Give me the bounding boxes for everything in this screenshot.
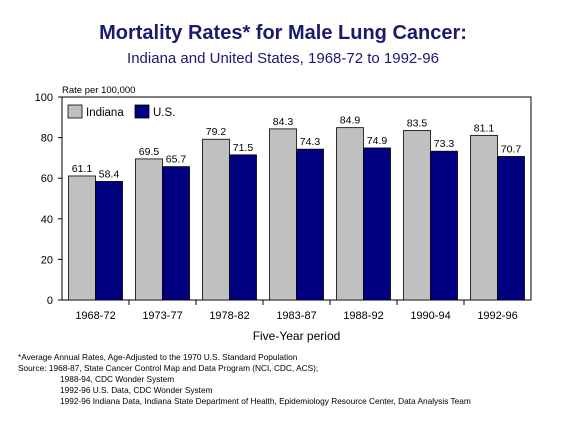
x-tick-label: 1983-87 [276, 310, 316, 322]
data-label: 74.3 [300, 136, 321, 148]
bar-us [296, 148, 324, 301]
bar-indiana [336, 127, 364, 301]
data-label: 79.2 [206, 126, 227, 138]
data-label: 69.5 [139, 146, 160, 158]
y-axis-label: Rate per 100,000 [62, 85, 135, 96]
y-tick-label: 0 [47, 295, 53, 307]
data-label: 83.5 [407, 117, 428, 129]
y-tick-label: 80 [41, 133, 53, 145]
data-label: 81.1 [474, 122, 495, 134]
footnote-source-3: 1992-96 U.S. Data, CDC Wonder System [60, 385, 213, 395]
bar-indiana [68, 175, 96, 301]
footnote-definition: *Average Annual Rates, Age-Adjusted to t… [18, 352, 298, 362]
x-tick-label: 1992-96 [477, 310, 517, 322]
bar-us [162, 166, 190, 301]
x-tick-label: 1988-92 [343, 310, 383, 322]
bar-us [430, 150, 458, 301]
y-tick-label: 20 [41, 254, 53, 266]
legend-label: Indiana [86, 107, 124, 119]
footnote-source-4: 1992-96 Indiana Data, Indiana State Depa… [60, 396, 471, 406]
data-label: 61.1 [72, 163, 93, 175]
chart-title: Mortality Rates* for Male Lung Cancer: [99, 22, 467, 44]
bar-us [497, 156, 525, 301]
data-label: 73.3 [434, 138, 455, 150]
legend-label: U.S. [153, 107, 175, 119]
footnote-source-1: Source: 1968-87, State Cancer Control Ma… [18, 363, 319, 373]
legend-swatch [134, 104, 150, 119]
y-tick-label: 100 [35, 92, 53, 104]
footnote-source-2: 1988-94, CDC Wonder System [60, 374, 175, 384]
bar-us [95, 181, 123, 301]
data-label: 71.5 [233, 142, 254, 154]
bar-indiana [470, 134, 498, 301]
x-tick-label: 1990-94 [410, 310, 450, 322]
bar-indiana [269, 128, 297, 301]
bar-indiana [135, 158, 163, 301]
bar-indiana [403, 130, 431, 301]
bar-indiana [202, 138, 230, 301]
x-tick-label: 1978-82 [209, 310, 249, 322]
y-tick-label: 60 [41, 173, 53, 185]
y-tick-label: 40 [41, 214, 53, 226]
data-label: 74.9 [367, 135, 388, 147]
bar-us [229, 154, 257, 301]
chart-subtitle: Indiana and United States, 1968-72 to 19… [127, 50, 439, 67]
bar-us [363, 147, 391, 301]
x-tick-label: 1973-77 [142, 310, 182, 322]
x-axis-label: Five-Year period [253, 329, 341, 343]
data-label: 65.7 [166, 154, 187, 166]
x-tick-label: 1968-72 [75, 310, 115, 322]
data-label: 84.3 [273, 116, 294, 128]
legend-swatch [67, 104, 83, 119]
footnotes: *Average Annual Rates, Age-Adjusted to t… [18, 352, 563, 407]
data-label: 70.7 [501, 143, 522, 155]
data-label: 84.9 [340, 115, 361, 127]
data-label: 58.4 [99, 168, 120, 180]
